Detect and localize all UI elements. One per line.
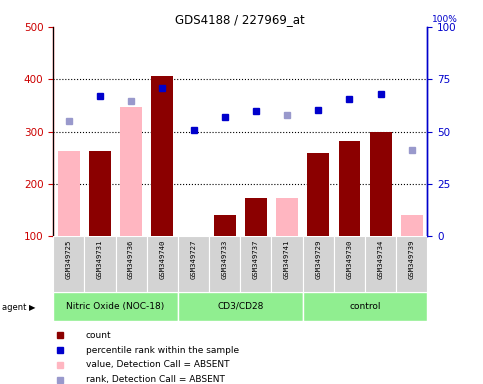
Text: GSM349736: GSM349736 (128, 240, 134, 280)
Bar (303, 236, 334, 292)
Text: GSM349727: GSM349727 (190, 240, 197, 280)
Bar (303, 292, 427, 321)
Text: GSM349725: GSM349725 (66, 240, 72, 280)
Bar (58, 151, 80, 236)
Text: GSM349733: GSM349733 (222, 240, 227, 280)
Bar (339, 141, 360, 236)
Bar (334, 236, 365, 292)
Bar (396, 236, 427, 292)
Bar (147, 236, 178, 292)
Text: Nitric Oxide (NOC-18): Nitric Oxide (NOC-18) (66, 302, 165, 311)
Bar (370, 131, 392, 236)
Text: GSM349737: GSM349737 (253, 240, 259, 280)
Text: GSM349730: GSM349730 (346, 240, 353, 280)
Bar (115, 236, 147, 292)
Bar (271, 236, 303, 292)
Bar (241, 236, 271, 292)
Text: percentile rank within the sample: percentile rank within the sample (86, 346, 239, 354)
Bar (307, 154, 329, 236)
Bar (178, 292, 303, 321)
Bar (214, 215, 236, 236)
Text: 100%: 100% (432, 15, 457, 24)
Text: GSM349740: GSM349740 (159, 240, 165, 280)
Text: rank, Detection Call = ABSENT: rank, Detection Call = ABSENT (86, 375, 225, 384)
Text: GSM349741: GSM349741 (284, 240, 290, 280)
Text: count: count (86, 331, 112, 340)
Bar (120, 107, 142, 236)
Text: GSM349731: GSM349731 (97, 240, 103, 280)
Text: CD3/CD28: CD3/CD28 (217, 302, 264, 311)
Bar (151, 76, 173, 236)
Bar (365, 236, 396, 292)
Bar (401, 215, 423, 236)
Title: GDS4188 / 227969_at: GDS4188 / 227969_at (175, 13, 305, 26)
Text: GSM349739: GSM349739 (409, 240, 415, 280)
Text: GSM349734: GSM349734 (378, 240, 384, 280)
Bar (85, 236, 115, 292)
Text: agent ▶: agent ▶ (2, 303, 36, 312)
Bar (53, 236, 85, 292)
Bar (178, 236, 209, 292)
Bar (53, 292, 178, 321)
Text: GSM349729: GSM349729 (315, 240, 321, 280)
Bar (245, 198, 267, 236)
Bar (209, 236, 241, 292)
Text: control: control (349, 302, 381, 311)
Bar (276, 198, 298, 236)
Text: value, Detection Call = ABSENT: value, Detection Call = ABSENT (86, 361, 229, 369)
Bar (89, 151, 111, 236)
